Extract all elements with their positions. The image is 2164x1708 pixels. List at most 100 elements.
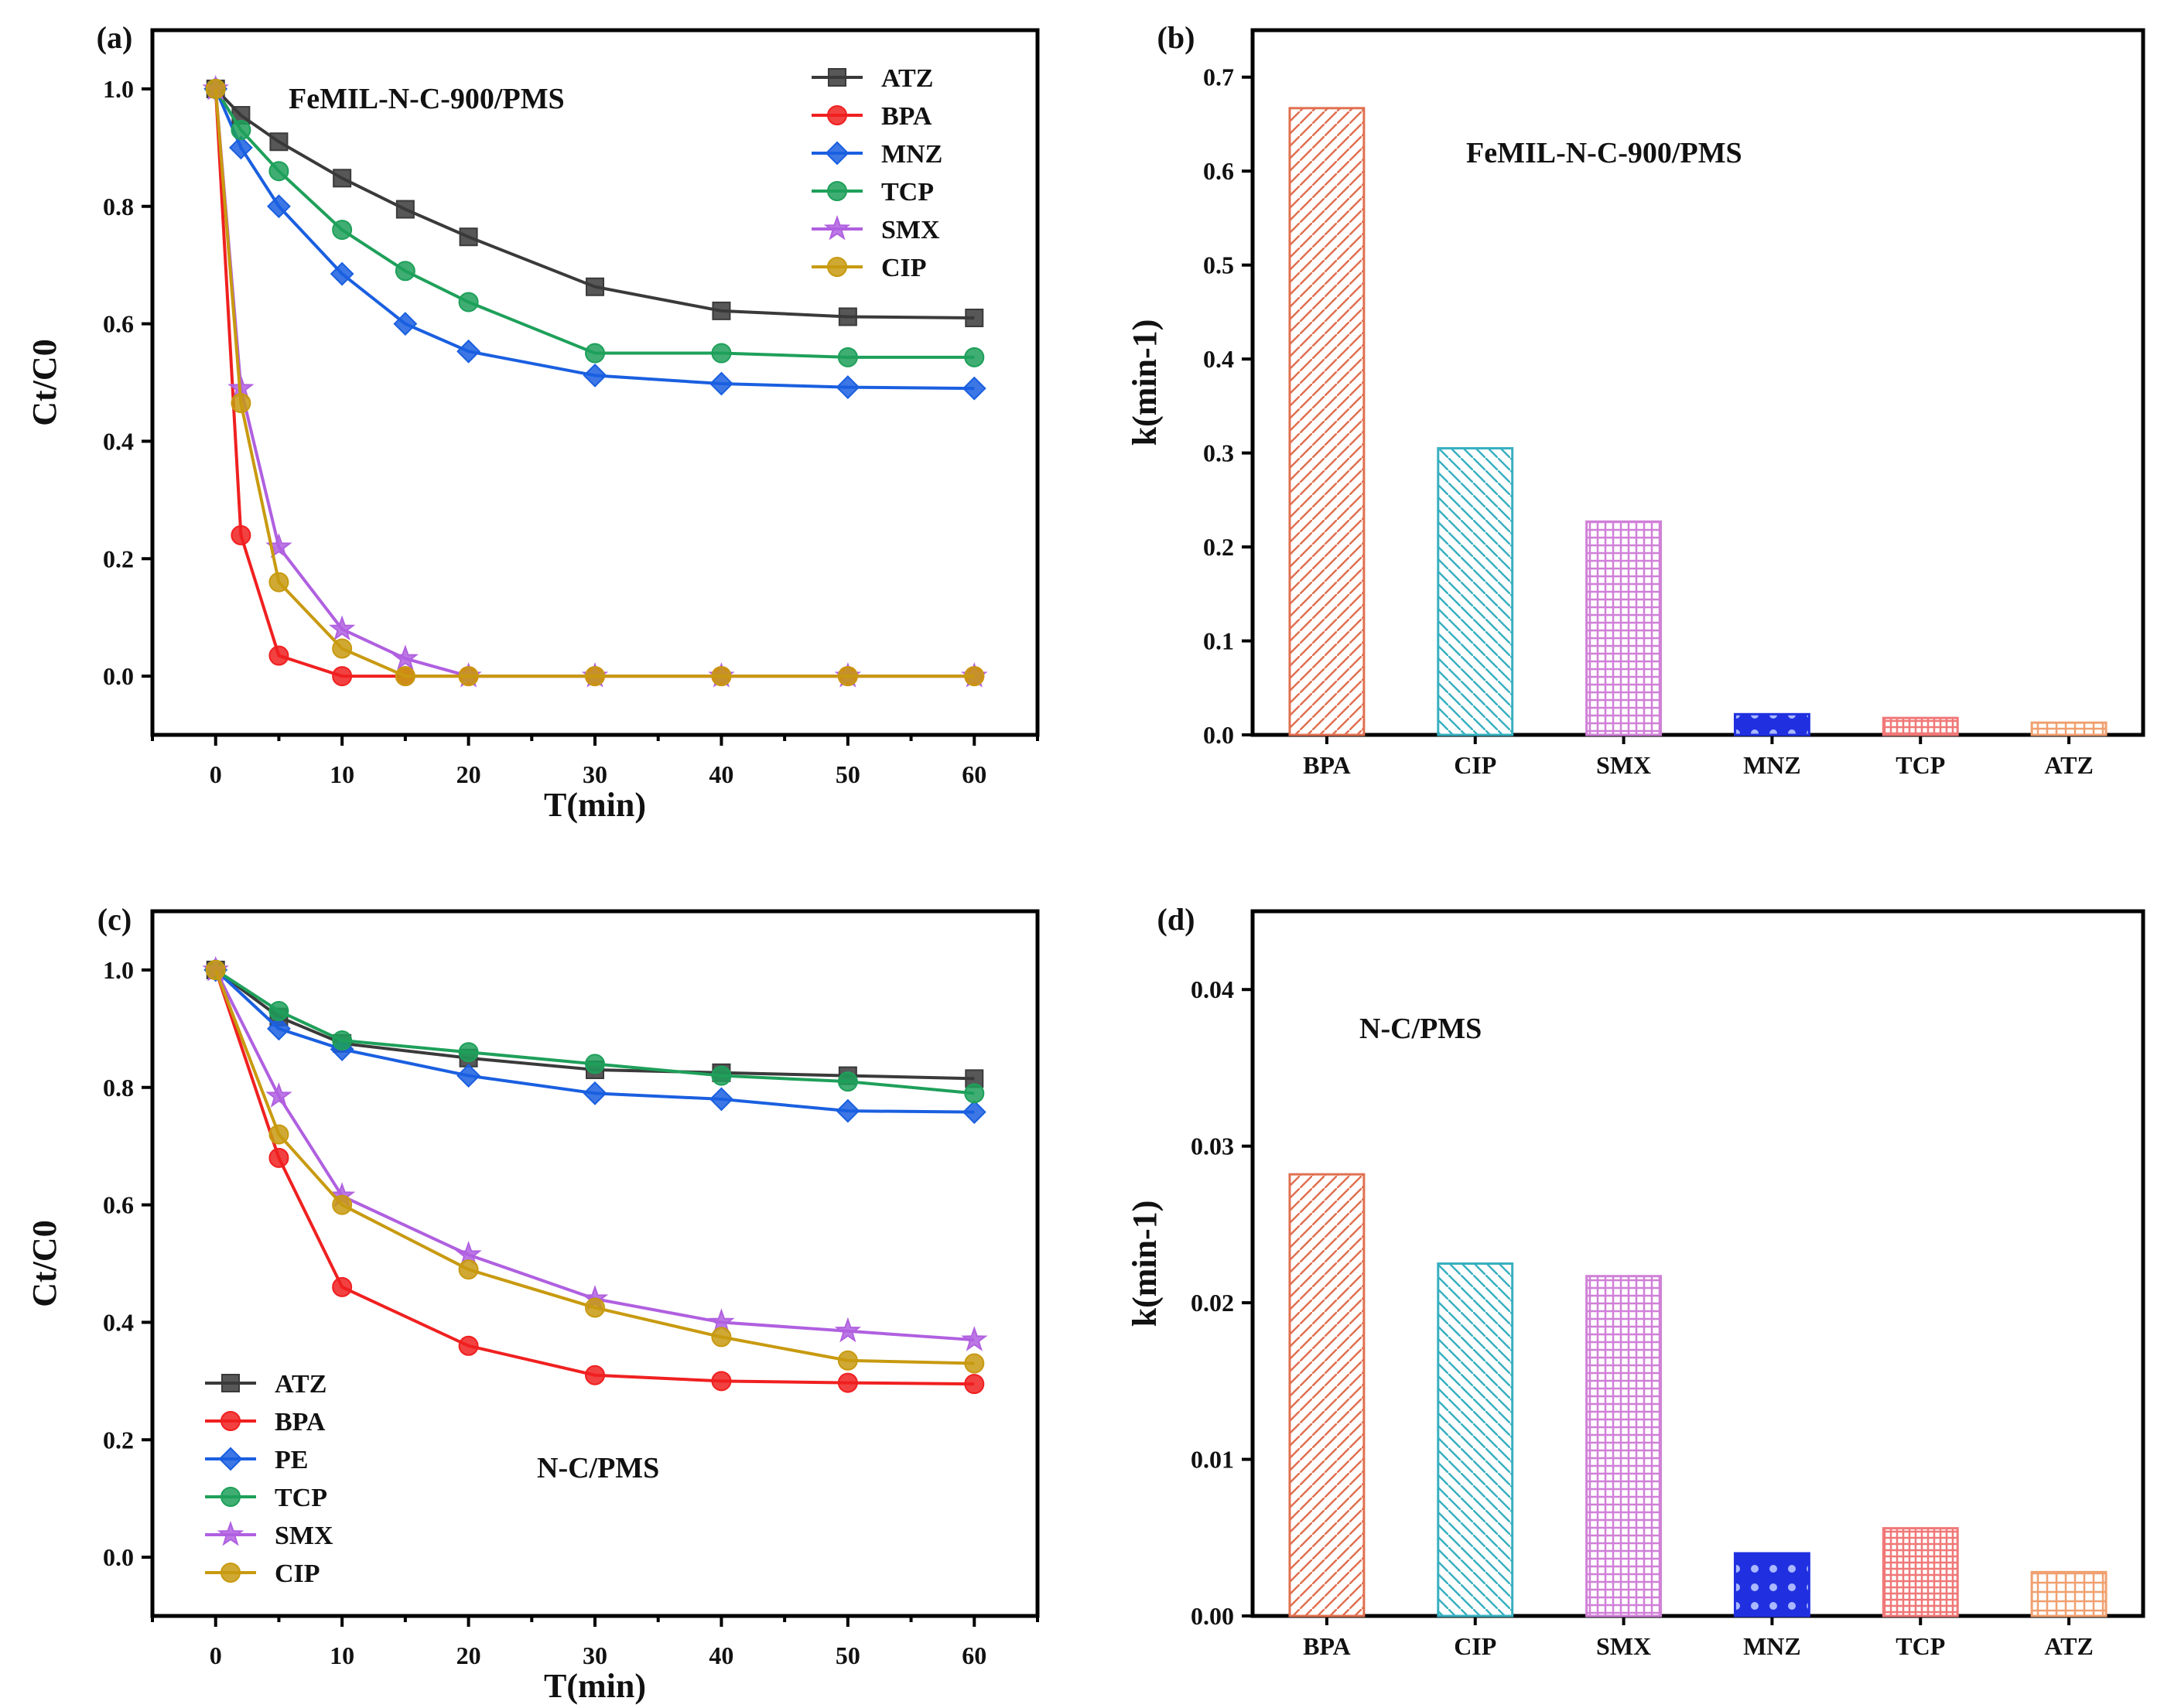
annotation-text: N-C/PMS xyxy=(537,1452,659,1484)
data-point xyxy=(585,343,605,364)
panel-label: (c) xyxy=(97,902,132,937)
bar-ATZ xyxy=(2030,1570,2108,1617)
data-point xyxy=(395,261,415,282)
panel-label: (d) xyxy=(1157,902,1195,937)
annotation-text: N-C/PMS xyxy=(1359,1013,1482,1045)
bar-TCP xyxy=(1882,1527,1959,1617)
data-point xyxy=(265,1082,292,1108)
x-tick-label: 50 xyxy=(836,760,860,788)
x-tick-label: SMX xyxy=(1596,1632,1651,1660)
data-point xyxy=(329,615,356,640)
x-tick-label: MNZ xyxy=(1743,1632,1801,1660)
annotation-text: FeMIL-N-C-900/PMS xyxy=(1466,137,1742,169)
bar-ATZ xyxy=(2030,721,2108,736)
annotation-text: FeMIL-N-C-900/PMS xyxy=(289,83,565,115)
series-SMX xyxy=(202,955,988,1351)
y-axis-label: Ct/C0 xyxy=(26,1220,63,1307)
data-point xyxy=(711,343,732,364)
panel-d: (d) N-C/PMS 0.00 0.01 0.02 0.03 0.04 k(min-1) BP… xyxy=(1126,902,2145,1660)
data-point xyxy=(269,132,289,152)
legend-label: BPA xyxy=(881,102,932,131)
legend: ATZ BPA MNZ TCP SMX CIP xyxy=(812,64,942,282)
data-point xyxy=(332,638,353,659)
data-point xyxy=(964,1083,985,1104)
y-tick-label: 1.0 xyxy=(103,956,134,984)
data-point xyxy=(964,666,985,687)
x-tick-label: 50 xyxy=(836,1641,860,1669)
x-tick-label: 10 xyxy=(330,760,354,788)
series-ATZ xyxy=(206,79,984,327)
legend-label: BPA xyxy=(275,1408,326,1436)
y-axis-label-text: k(min-1) xyxy=(1126,1201,1164,1327)
legend-item: SMX xyxy=(812,214,940,244)
data-point xyxy=(828,68,846,87)
series-line xyxy=(214,969,975,1365)
data-point xyxy=(585,1365,605,1385)
data-point xyxy=(332,1276,353,1297)
data-point xyxy=(205,959,226,980)
y-tick-label: 0.2 xyxy=(103,545,134,572)
y-tick-label: 0.04 xyxy=(1191,975,1234,1003)
x-tick-label: 0 xyxy=(210,760,222,788)
data-point xyxy=(825,141,850,166)
y-tick-label: 0.2 xyxy=(103,1426,134,1454)
data-point xyxy=(836,375,860,399)
data-point xyxy=(231,393,251,414)
series-line xyxy=(214,968,975,1081)
data-point xyxy=(267,194,291,219)
y-axis-label: k(min-1) xyxy=(1126,319,1164,446)
data-point xyxy=(712,301,731,320)
y-axis-label-text: Ct/C0 xyxy=(26,1220,63,1307)
series-CIP xyxy=(205,959,985,1374)
series-BPA xyxy=(205,959,985,1395)
y-tick-label: 0.03 xyxy=(1191,1132,1234,1160)
data-point xyxy=(823,214,851,241)
x-tick-label: 20 xyxy=(456,760,481,788)
x-tick-label: TCP xyxy=(1896,1632,1945,1660)
data-point xyxy=(333,169,352,188)
x-tick-label: 40 xyxy=(709,1641,733,1669)
y-axis-label-text: k(min-1) xyxy=(1126,319,1164,446)
data-point xyxy=(458,666,479,687)
data-point xyxy=(330,261,354,286)
data-point xyxy=(711,1327,732,1348)
bar-MNZ xyxy=(1733,1552,1810,1617)
data-point xyxy=(395,666,415,687)
bar-SMX xyxy=(1585,520,1663,736)
data-point xyxy=(964,1374,985,1395)
x-tick-label: SMX xyxy=(1596,751,1651,779)
data-point xyxy=(961,1326,988,1351)
x-tick-label: BPA xyxy=(1303,751,1351,779)
y-tick-label: 0.6 xyxy=(103,1191,134,1219)
bar-CIP xyxy=(1437,447,1514,736)
data-point xyxy=(268,645,289,666)
data-point xyxy=(583,1081,607,1105)
y-tick-label: 0.0 xyxy=(1203,721,1234,749)
y-tick-label: 0.8 xyxy=(103,1074,134,1102)
legend-item: CIP xyxy=(205,1559,320,1588)
x-axis-label: T(min) xyxy=(544,1667,646,1705)
legend-label: MNZ xyxy=(881,140,942,169)
data-point xyxy=(711,1371,732,1392)
data-point xyxy=(456,339,480,364)
x-tick-label: 40 xyxy=(709,760,733,788)
data-point xyxy=(268,1124,289,1145)
panel-a: (a) FeMIL-N-C-900/PMS 0.0 0.2 0.4 0.6 0.8 1.0 Ct… xyxy=(26,20,1040,824)
legend-item: TCP xyxy=(812,178,934,207)
data-point xyxy=(393,312,418,336)
series-TCP xyxy=(205,959,985,1104)
x-tick-label: ATZ xyxy=(2044,1632,2093,1660)
data-point xyxy=(221,1563,241,1583)
legend-label: TCP xyxy=(275,1484,327,1512)
data-point xyxy=(964,1353,985,1374)
data-point xyxy=(586,277,604,296)
data-point xyxy=(205,78,226,99)
x-tick-label: MNZ xyxy=(1743,751,1801,779)
y-tick-label: 0.4 xyxy=(103,1308,134,1336)
plot-frame xyxy=(1250,909,2145,1618)
data-point xyxy=(585,1054,605,1074)
legend-label: SMX xyxy=(275,1522,333,1550)
data-point xyxy=(964,347,985,367)
data-point xyxy=(332,220,353,241)
data-point xyxy=(838,307,857,326)
